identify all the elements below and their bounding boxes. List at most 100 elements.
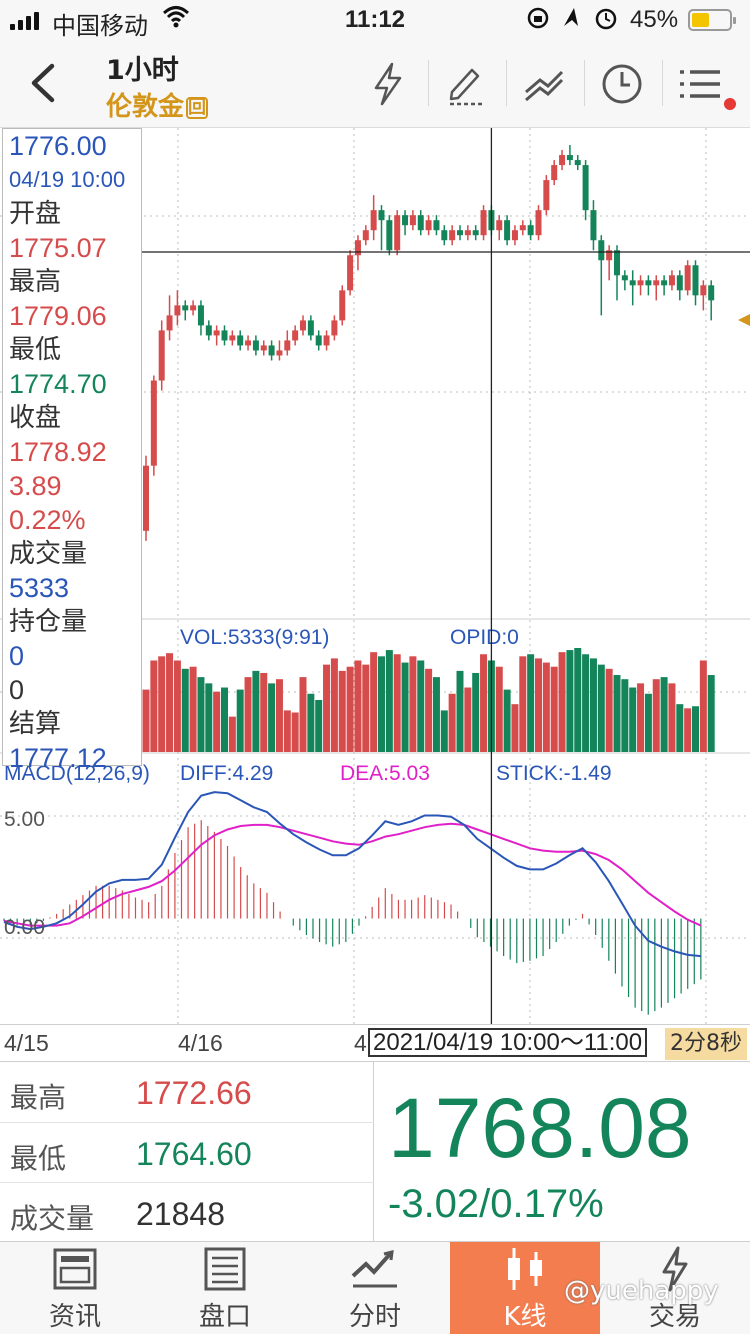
- volume-bar: [150, 660, 158, 752]
- candle-body: [315, 335, 322, 346]
- volume-bar: [378, 656, 385, 752]
- candle-body: [182, 305, 189, 311]
- stat-row-high: 最高 1772.66: [0, 1062, 374, 1122]
- info-price: 1776.00: [9, 131, 107, 161]
- volume-bar: [362, 664, 370, 752]
- volume-bar: [370, 652, 378, 752]
- candle-body: [457, 230, 463, 236]
- draw-button[interactable]: [440, 58, 492, 110]
- replay-badge[interactable]: 回: [186, 97, 209, 119]
- candle-body: [386, 220, 393, 251]
- candle-body: [362, 230, 369, 241]
- volume-bar: [652, 679, 660, 752]
- candle-body: [307, 320, 314, 336]
- volume-bar: [660, 677, 668, 752]
- candle-body: [205, 325, 212, 336]
- wifi-icon: [162, 4, 190, 35]
- volume-bar: [330, 658, 338, 752]
- volume-bar: [417, 660, 425, 752]
- dea-line: [3, 822, 702, 927]
- vol-indicator-label: VOL:5333(9:91): [180, 626, 329, 649]
- volume-bar: [275, 679, 283, 752]
- volume-bar: [181, 668, 189, 752]
- date-tick: 4: [354, 1030, 367, 1056]
- tab-kline[interactable]: K线: [450, 1242, 600, 1334]
- volume-bar: [676, 704, 684, 752]
- volume-bar: [582, 654, 590, 752]
- candle-body: [472, 230, 479, 236]
- candle-body: [684, 265, 691, 291]
- kline-chart[interactable]: VOL:5333(9:91) OPID:0 MACD(12,26,9) DIFF:4.…: [0, 128, 750, 1060]
- candle-body: [566, 155, 573, 161]
- battery-icon: [688, 9, 736, 31]
- candle-body: [582, 165, 589, 211]
- nav-bar: 1小时 伦敦金回: [0, 40, 750, 128]
- volume-bar: [464, 687, 472, 752]
- volume-bar: [472, 672, 480, 752]
- candle-body: [511, 230, 518, 241]
- candle-body: [245, 340, 252, 346]
- volume-bar: [495, 666, 503, 752]
- volume-value: 5333: [9, 573, 70, 603]
- candle-body: [598, 240, 605, 261]
- macd-label: MACD(12,26,9): [4, 762, 150, 785]
- settle-value: 1777.12: [9, 743, 107, 773]
- volume-bar: [315, 700, 323, 752]
- volume-bar: [542, 662, 550, 752]
- candle-body: [158, 330, 165, 381]
- news-icon: [53, 1248, 97, 1290]
- volume-bar: [213, 691, 221, 752]
- diff-line: [3, 791, 701, 958]
- trade-icon: [662, 1246, 688, 1292]
- volume-bar: [613, 675, 621, 752]
- order-book-icon: [204, 1247, 246, 1291]
- candle-body: [449, 230, 456, 241]
- close-value: 1778.92: [9, 437, 107, 467]
- volume-bar: [637, 683, 645, 752]
- candle-body: [378, 210, 385, 221]
- candle-body: [394, 215, 401, 251]
- tab-news[interactable]: 资讯: [0, 1242, 150, 1334]
- tab-timeshare[interactable]: 分时: [300, 1242, 450, 1334]
- volume-bar: [385, 650, 393, 752]
- volume-bar: [597, 664, 605, 752]
- indicator-button[interactable]: [518, 58, 570, 110]
- candle-body: [629, 280, 636, 286]
- volume-bar: [268, 683, 276, 752]
- volume-bar: [448, 693, 456, 752]
- stat-value-high: 1772.66: [136, 1075, 252, 1111]
- candle-body: [143, 465, 149, 531]
- menu-button[interactable]: [674, 58, 726, 110]
- lightning-icon: [374, 62, 402, 106]
- volume-bar: [566, 650, 574, 752]
- battery-percentage: 45%: [630, 6, 679, 33]
- dea-label: DEA:5.03: [340, 762, 430, 785]
- volume-bar: [644, 693, 652, 752]
- candle-body: [409, 215, 416, 226]
- trend-lines-icon: [525, 70, 564, 102]
- candle-body: [276, 350, 283, 356]
- candle-body: [268, 345, 275, 356]
- tab-trade[interactable]: 交易: [600, 1242, 750, 1334]
- candle-body: [221, 330, 228, 341]
- candle-body: [284, 340, 291, 351]
- volume-bar: [527, 654, 535, 752]
- candle-body: [661, 280, 668, 286]
- lightning-button[interactable]: [362, 58, 414, 110]
- volume-bar: [346, 666, 354, 752]
- low-value: 1774.70: [9, 369, 107, 399]
- back-button[interactable]: [22, 58, 68, 108]
- tab-order-book[interactable]: 盘口: [150, 1242, 300, 1334]
- candle-body: [653, 280, 660, 286]
- candle-body: [339, 290, 346, 321]
- stat-value-volume: 21848: [136, 1196, 225, 1232]
- volume-bar: [173, 660, 181, 752]
- carrier-name: 中国移动: [52, 12, 148, 40]
- instrument-name[interactable]: 伦敦金回: [106, 86, 209, 123]
- high-label: 最高: [9, 267, 62, 297]
- volume-bar: [354, 660, 362, 752]
- history-button[interactable]: [596, 58, 648, 110]
- date-tick: 4/15: [4, 1030, 49, 1056]
- volume-bar: [692, 706, 699, 752]
- change-percent: 0.22%: [9, 505, 86, 535]
